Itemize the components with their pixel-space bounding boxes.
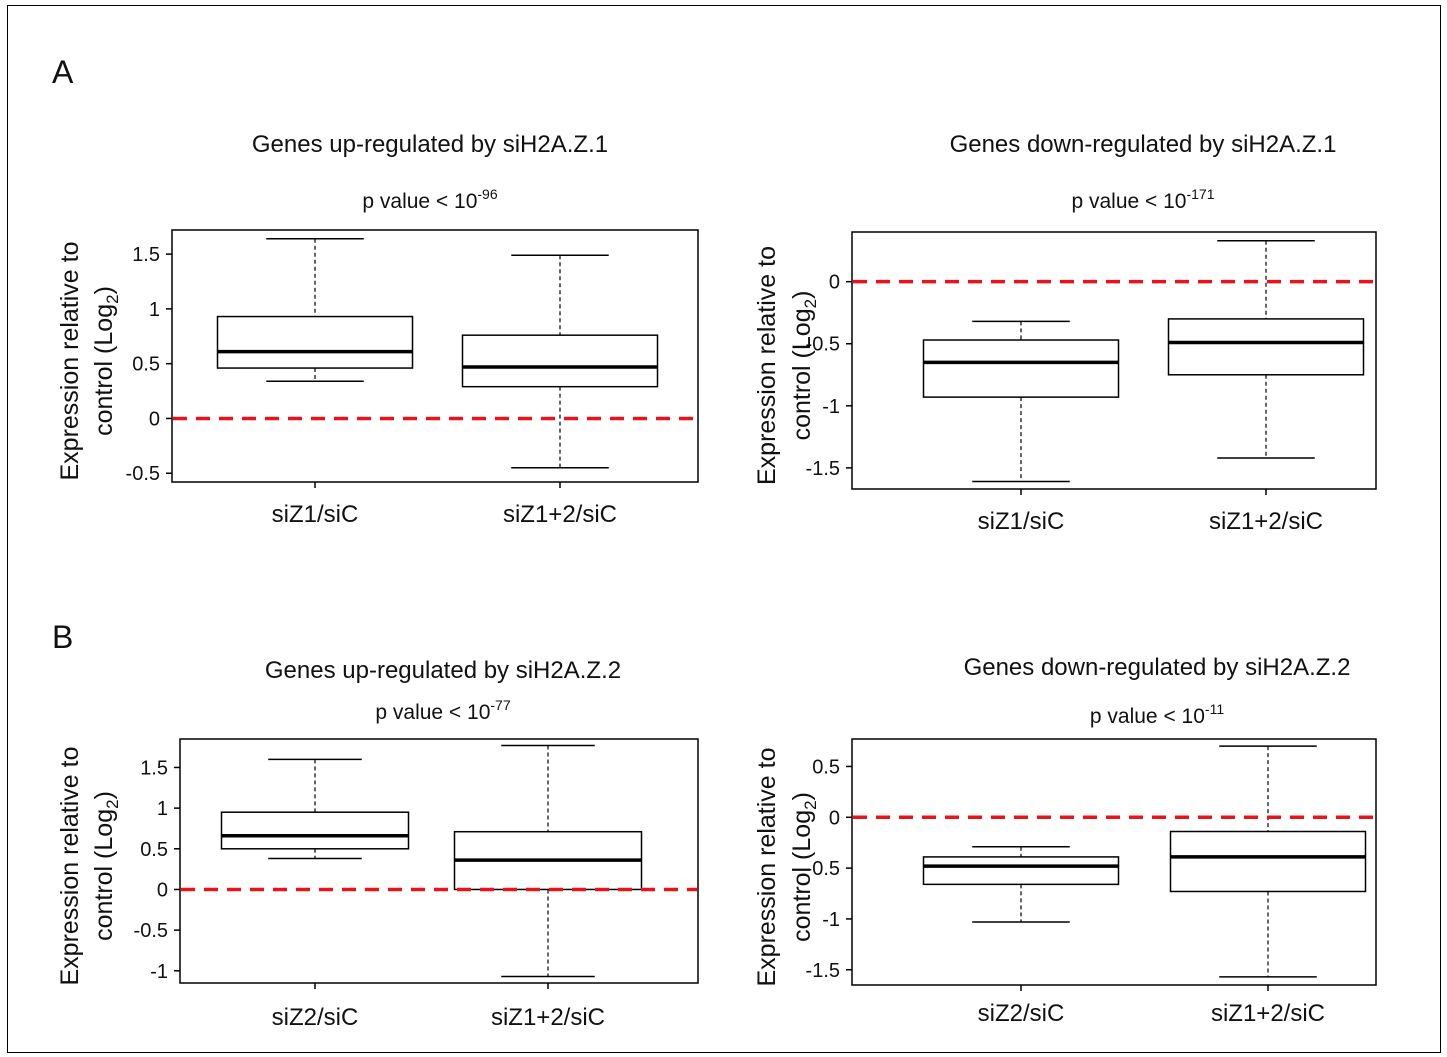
chart-4: Genes down-regulated by siH2A.Z.2 p value… — [753, 654, 1376, 1027]
x-tick-label: siZ2/siC — [978, 1000, 1065, 1027]
iqr-box — [1171, 832, 1366, 892]
y-tick-label: 0 — [157, 879, 168, 901]
box-2: siZ1+2/siC — [463, 255, 658, 528]
y-tick-label: 0.5 — [132, 354, 160, 376]
p-value-label: p value < 10-171 — [1071, 186, 1214, 213]
chart-title: Genes up-regulated by siH2A.Z.2 — [265, 657, 621, 684]
y-tick-label: 0 — [149, 408, 160, 430]
iqr-box — [218, 317, 413, 368]
x-tick-label: siZ1/siC — [978, 508, 1065, 535]
y-tick-label: -1 — [150, 961, 168, 983]
y-tick-label: -1 — [822, 396, 840, 418]
x-tick-label: siZ1+2/siC — [491, 1004, 605, 1031]
y-tick-label: -1.5 — [806, 458, 840, 480]
y-tick-label: -1.5 — [806, 960, 840, 982]
box-1: siZ1/siC — [218, 239, 413, 528]
panel-letter-b: B — [52, 619, 73, 655]
iqr-box — [463, 335, 658, 386]
iqr-box — [1169, 319, 1364, 375]
x-tick-label: siZ1+2/siC — [503, 501, 617, 528]
y-axis-label-line-1: Expression relative to — [56, 746, 84, 985]
y-tick-label: 1.5 — [132, 244, 160, 266]
p-value-label: p value < 10-77 — [375, 697, 510, 724]
panel-letter-a: A — [52, 54, 74, 90]
y-axis-label-line-2: control (Log2) — [90, 286, 122, 436]
x-tick-label: siZ1/siC — [272, 501, 359, 528]
box-1: siZ2/siC — [924, 847, 1119, 1027]
y-tick-label: 1 — [149, 299, 160, 321]
box-2: siZ1+2/siC — [1169, 241, 1364, 535]
y-axis-label-line-2: control (Log2) — [788, 792, 820, 942]
y-axis-label-line-1: Expression relative to — [56, 241, 84, 480]
x-tick-label: siZ1+2/siC — [1211, 1000, 1325, 1027]
box-1: siZ1/siC — [924, 321, 1119, 535]
iqr-box — [924, 857, 1119, 884]
y-tick-label: 0 — [829, 807, 840, 829]
box-1: siZ2/siC — [222, 759, 409, 1031]
y-tick-label: 0 — [829, 272, 840, 294]
y-tick-label: 1.5 — [140, 757, 168, 779]
y-tick-label: 1 — [157, 798, 168, 820]
p-value-label: p value < 10-96 — [362, 186, 497, 213]
iqr-box — [924, 340, 1119, 397]
y-axis-label-line-2: control (Log2) — [90, 791, 122, 941]
y-axis-label-line-1: Expression relative to — [753, 747, 781, 986]
plot-area — [852, 739, 1376, 985]
chart-title: Genes down-regulated by siH2A.Z.1 — [950, 131, 1337, 158]
x-tick-label: siZ1+2/siC — [1209, 508, 1323, 535]
y-tick-label: -0.5 — [134, 920, 168, 942]
y-axis-label-line-2: control (Log2) — [788, 291, 820, 441]
p-value-label: p value < 10-11 — [1090, 701, 1224, 728]
chart-3: Genes up-regulated by siH2A.Z.2 p value <… — [56, 657, 698, 1031]
chart-2: Genes down-regulated by siH2A.Z.1 p value… — [753, 131, 1376, 535]
y-tick-label: -1 — [822, 909, 840, 931]
chart-title: Genes down-regulated by siH2A.Z.2 — [964, 654, 1351, 681]
chart-1: Genes up-regulated by siH2A.Z.1 p value <… — [56, 131, 698, 528]
x-tick-label: siZ2/siC — [272, 1004, 359, 1031]
plot-area — [172, 230, 698, 482]
y-axis-label-line-1: Expression relative to — [753, 246, 781, 485]
chart-title: Genes up-regulated by siH2A.Z.1 — [252, 131, 608, 158]
plot-area — [852, 232, 1376, 489]
y-tick-label: 0.5 — [140, 839, 168, 861]
y-tick-label: 0.5 — [812, 756, 840, 778]
iqr-box — [222, 812, 409, 849]
y-tick-label: -0.5 — [126, 463, 160, 485]
